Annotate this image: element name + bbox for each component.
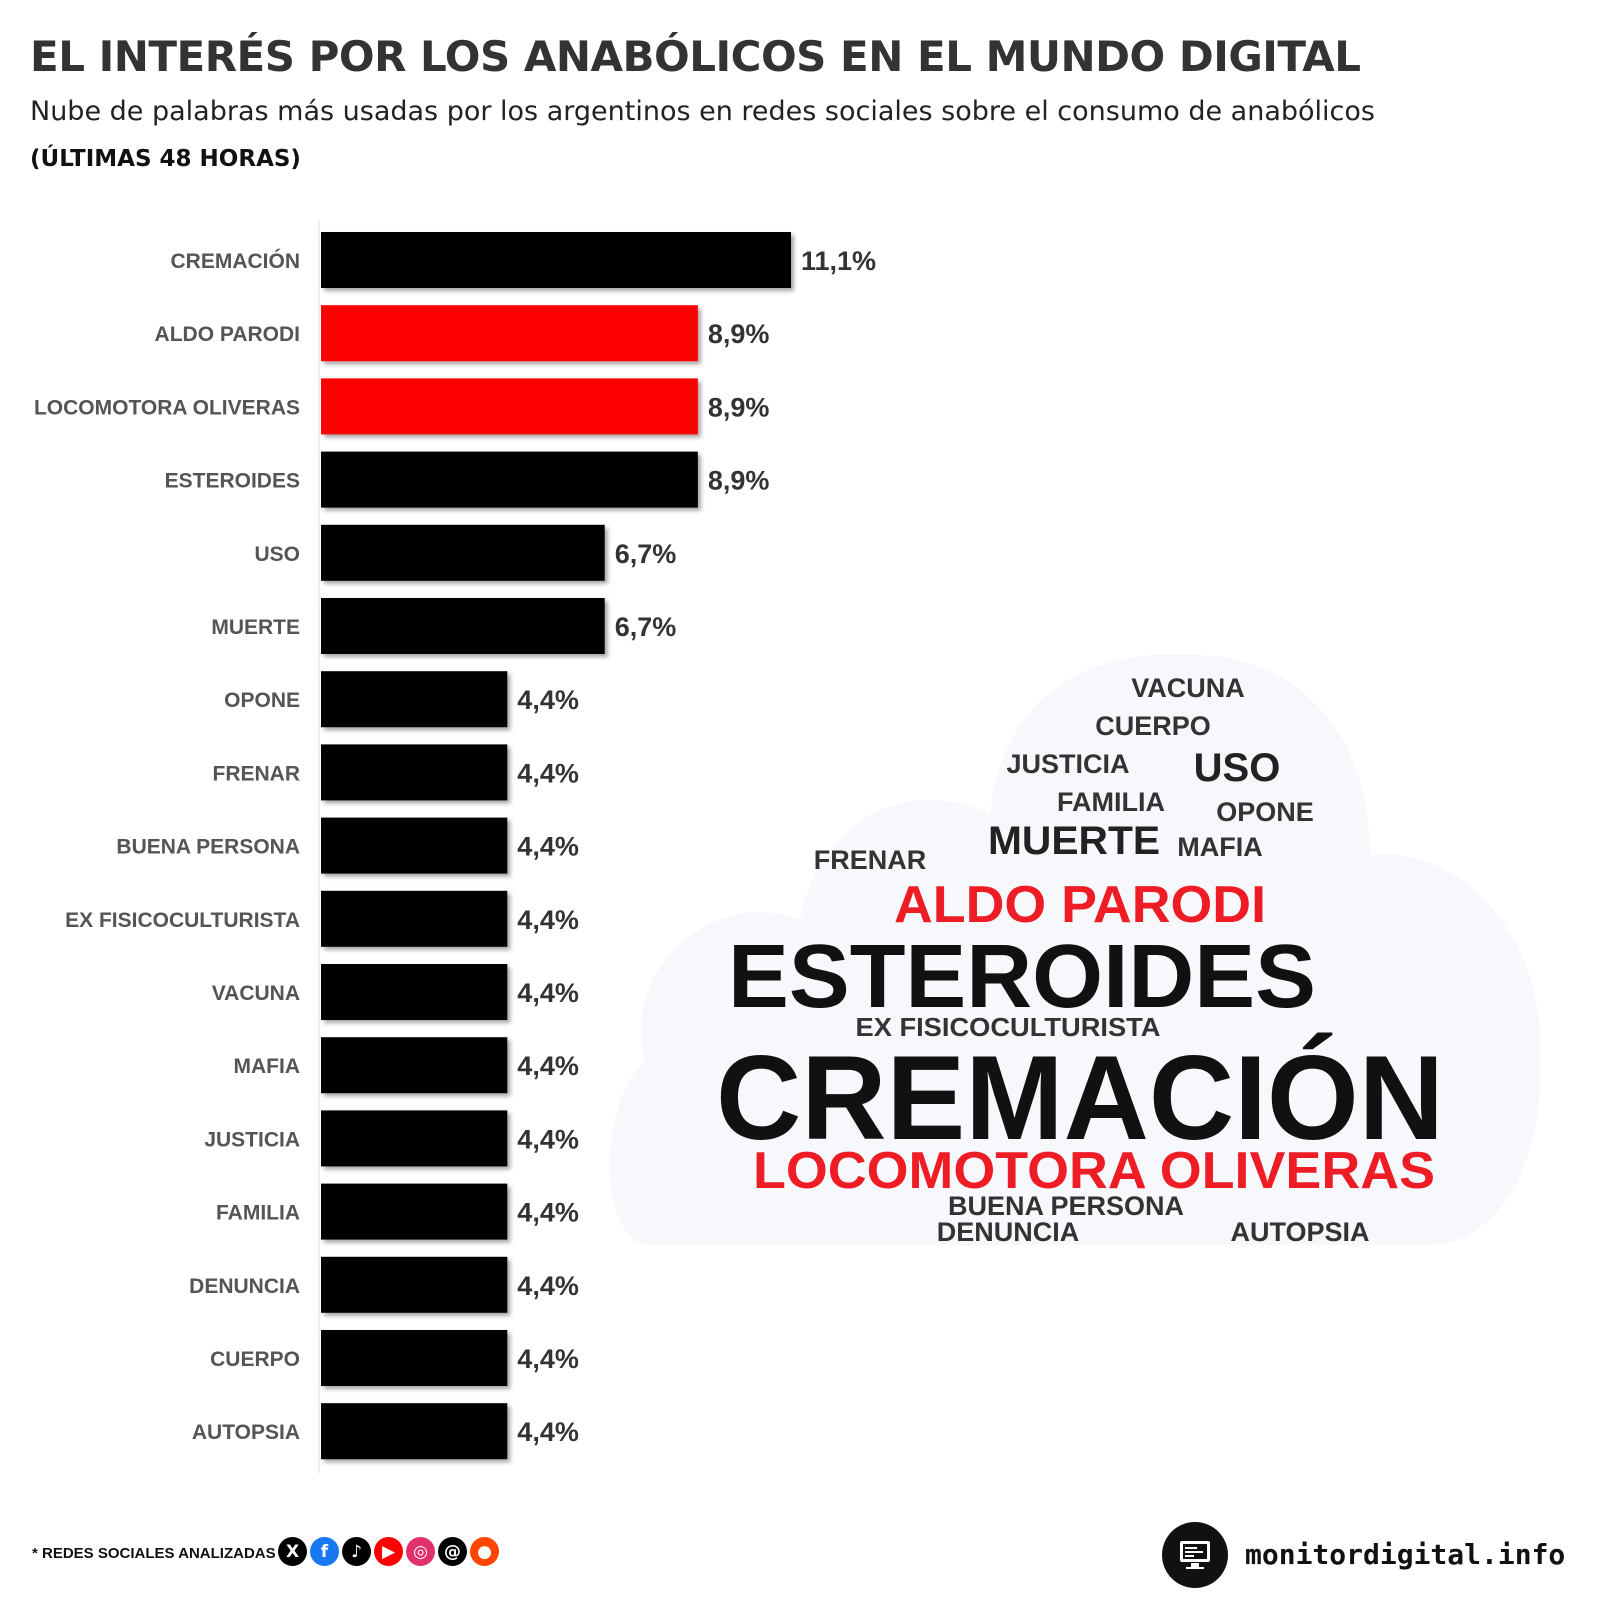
value-label: 4,4%: [517, 1344, 579, 1374]
category-label: ESTEROIDES: [165, 470, 300, 493]
threads-icon: @: [438, 1537, 467, 1566]
value-label: 8,9%: [708, 466, 770, 496]
category-label: DENUNCIA: [189, 1275, 300, 1298]
word-cloud: VACUNA CUERPO JUSTICIA USO FAMILIA OPONE MUERT…: [610, 655, 1541, 1247]
cloud-word-frenar: FRENAR: [814, 845, 927, 875]
bar-mafia: [321, 1037, 508, 1094]
value-label: 4,4%: [517, 1417, 579, 1447]
category-label: ALDO PARODI: [155, 323, 300, 346]
value-label: 4,4%: [517, 1124, 579, 1154]
value-label: 4,4%: [517, 978, 579, 1008]
cloud-shape: [610, 655, 1541, 1245]
cloud-word-familia: FAMILIA: [1057, 787, 1165, 817]
category-label: MAFIA: [234, 1055, 301, 1078]
bar-esteroides: [321, 451, 698, 508]
category-label: VACUNA: [212, 982, 300, 1005]
cloud-word-cuerpo: CUERPO: [1095, 711, 1211, 741]
category-label: FAMILIA: [216, 1202, 300, 1225]
bar-denuncia: [321, 1256, 508, 1313]
cloud-word-esteroides: ESTEROIDES: [728, 927, 1316, 1027]
bar-ex-fisicoculturista: [321, 890, 508, 947]
cloud-word-opone: OPONE: [1216, 797, 1314, 827]
value-label: 4,4%: [517, 758, 579, 788]
category-label: FRENAR: [213, 762, 301, 785]
bar-cuerpo: [321, 1330, 508, 1386]
category-label: CREMACIÓN: [171, 249, 301, 273]
value-label: 4,4%: [517, 905, 579, 935]
footer-note: * REDES SOCIALES ANALIZADAS: [32, 1545, 276, 1562]
monitor-icon: [1180, 1541, 1210, 1569]
brand-url[interactable]: monitordigital.info: [1245, 1538, 1566, 1571]
reddit-icon: ●: [470, 1537, 499, 1566]
category-label: LOCOMOTORA OLIVERAS: [34, 396, 300, 419]
cloud-word-locomotora-oliveras: LOCOMOTORA OLIVERAS: [753, 1142, 1435, 1200]
cloud-word-muerte: MUERTE: [988, 819, 1160, 863]
category-label: USO: [254, 543, 300, 566]
cloud-word-aldo-parodi: ALDO PARODI: [894, 876, 1266, 934]
bar-autopsia: [321, 1403, 508, 1460]
bar-aldo-parodi: [321, 305, 698, 362]
tiktok-icon: ♪: [342, 1537, 371, 1566]
facebook-icon: f: [310, 1537, 339, 1566]
cloud-word-autopsia: AUTOPSIA: [1230, 1217, 1369, 1247]
category-label: EX FISICOCULTURISTA: [65, 909, 300, 932]
x-icon: X: [278, 1537, 307, 1566]
value-label: 8,9%: [708, 319, 770, 349]
bar-locomotora-oliveras: [321, 378, 698, 435]
value-label: 6,7%: [615, 612, 677, 642]
category-label: MUERTE: [211, 616, 300, 639]
bar-buena-persona: [321, 817, 508, 874]
cloud-word-mafia: MAFIA: [1177, 832, 1262, 862]
value-label: 4,4%: [517, 832, 579, 862]
brand-logo: [1162, 1522, 1228, 1588]
cloud-word-vacuna: VACUNA: [1131, 673, 1245, 703]
page-subtitle: Nube de palabras más usadas por los arge…: [30, 96, 1375, 127]
bar-muerte: [321, 598, 605, 654]
category-label: OPONE: [224, 689, 300, 712]
value-label: 8,9%: [708, 392, 770, 422]
cloud-word-cremacion: CREMACIÓN: [716, 1031, 1444, 1165]
cloud-word-uso: USO: [1194, 746, 1281, 790]
value-label: 4,4%: [517, 685, 579, 715]
bar-uso: [321, 524, 605, 581]
cloud-word-buena-persona: BUENA PERSONA: [948, 1191, 1184, 1221]
period-label: (ÚLTIMAS 48 HORAS): [30, 146, 301, 172]
bar-opone: [321, 671, 508, 728]
bar-cremacion: [321, 232, 791, 288]
value-label: 4,4%: [517, 1051, 579, 1081]
value-label: 6,7%: [615, 539, 677, 569]
category-label: BUENA PERSONA: [116, 836, 300, 859]
bar-chart: CREMACIÓN 11,1% ALDO PARODI 8,9% LOCOMOTORA …: [34, 220, 876, 1474]
category-label: AUTOPSIA: [192, 1421, 300, 1444]
category-label: CUERPO: [210, 1348, 300, 1371]
cloud-word-denuncia: DENUNCIA: [937, 1217, 1080, 1247]
bar-vacuna: [321, 964, 508, 1020]
cloud-word-ex-fisicoculturista: EX FISICOCULTURISTA: [856, 1012, 1161, 1042]
value-label: 11,1%: [801, 246, 876, 276]
bar-frenar: [321, 744, 508, 801]
page-title: EL INTERÉS POR LOS ANABÓLICOS EN EL MUND…: [30, 32, 1361, 81]
youtube-icon: ▶: [374, 1537, 403, 1566]
instagram-icon: ◎: [406, 1537, 435, 1566]
category-label: JUSTICIA: [204, 1128, 300, 1151]
bar-justicia: [321, 1110, 508, 1167]
cloud-word-justicia: JUSTICIA: [1006, 749, 1129, 779]
bar-familia: [321, 1183, 508, 1240]
value-label: 4,4%: [517, 1271, 579, 1301]
value-label: 4,4%: [517, 1198, 579, 1228]
